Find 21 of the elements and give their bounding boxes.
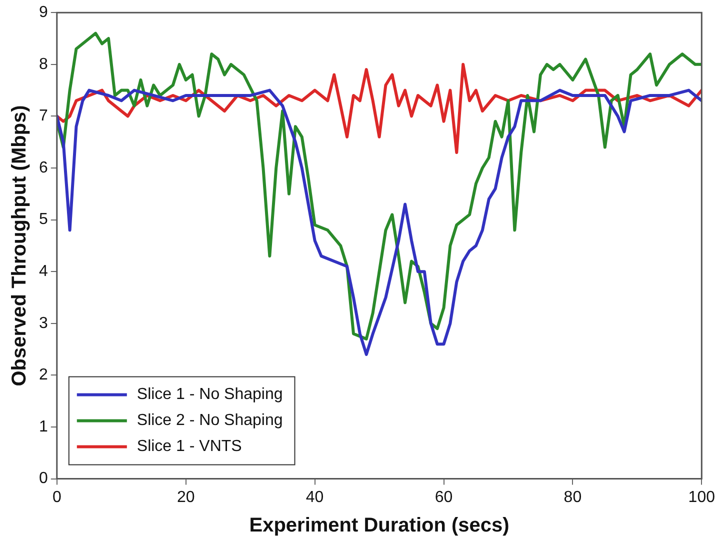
y-tick-label: 5: [38, 211, 48, 228]
x-tick-label: 20: [176, 488, 195, 506]
y-tick-label: 9: [38, 4, 48, 22]
y-tick-label: 4: [38, 263, 48, 280]
y-tick-label: 2: [38, 366, 48, 384]
legend-label: Slice 2 - No Shaping: [136, 412, 283, 430]
y-tick-label: 0: [38, 470, 48, 488]
legend-label: Slice 1 - No Shaping: [136, 386, 283, 404]
x-axis-title: Experiment Duration (secs): [249, 514, 510, 537]
legend-label: Slice 1 - VNTS: [136, 438, 242, 456]
y-tick-label: 7: [38, 108, 48, 125]
x-tick-label: 80: [564, 488, 582, 506]
x-tick-label: 0: [52, 488, 62, 506]
x-tick-label: 60: [434, 488, 453, 506]
y-axis-title: Observed Throughput (Mbps): [8, 105, 31, 386]
y-tick-label: 8: [38, 56, 48, 73]
x-tick-label: 40: [306, 488, 324, 506]
y-tick-label: 6: [38, 159, 48, 176]
y-tick-label: 1: [38, 418, 48, 436]
y-tick-label: 3: [38, 314, 48, 332]
x-tick-label: 100: [688, 488, 716, 506]
